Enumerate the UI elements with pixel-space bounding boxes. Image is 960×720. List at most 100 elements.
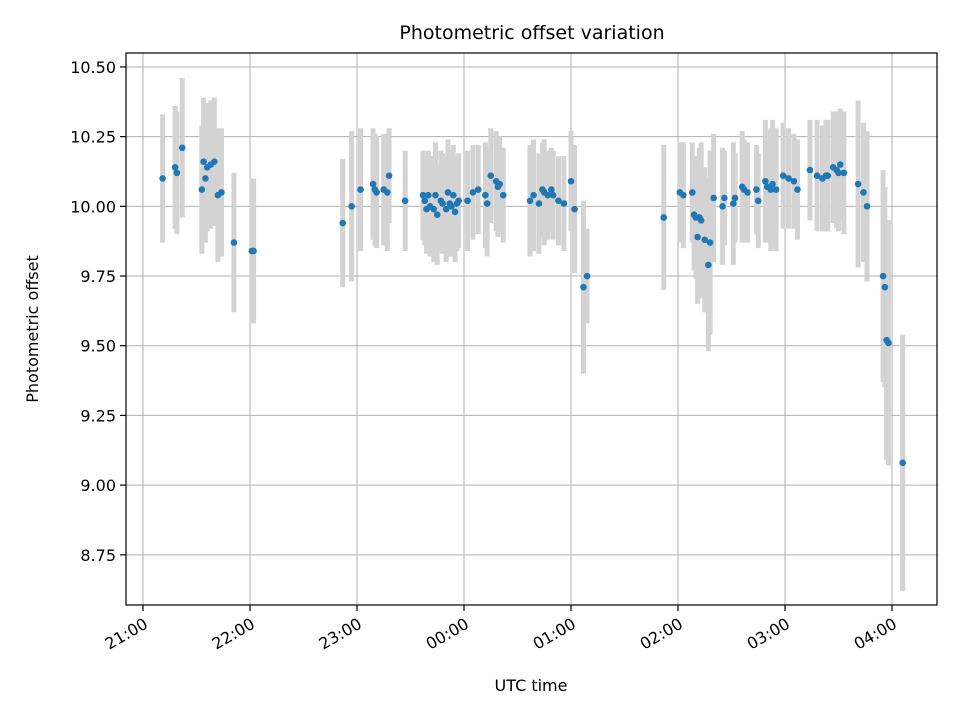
data-point — [560, 200, 568, 207]
data-point — [530, 191, 537, 199]
y-tick-label: 9.00 — [80, 476, 116, 495]
data-point — [813, 172, 821, 179]
data-point — [753, 186, 760, 193]
data-point — [218, 189, 225, 196]
data-point — [879, 272, 887, 280]
data-point — [171, 164, 179, 171]
data-point — [433, 211, 441, 218]
x-tick-label: 22:00 — [209, 614, 258, 654]
data-point — [173, 169, 181, 177]
data-point — [863, 203, 871, 210]
data-point — [860, 189, 867, 196]
data-point — [496, 180, 503, 188]
data-point — [250, 247, 257, 255]
data-point — [706, 239, 714, 246]
data-point — [719, 203, 726, 210]
y-tick-label: 10.00 — [70, 197, 116, 216]
data-point — [159, 175, 166, 182]
data-point — [660, 214, 668, 221]
data-point — [754, 197, 762, 205]
y-axis: 8.75 9.00 9.25 9.50 9.75 10.00 10.25 10.50 — [70, 58, 126, 565]
y-tick-label: 9.75 — [80, 267, 116, 286]
data-points — [159, 144, 906, 467]
data-point — [767, 186, 775, 193]
data-point — [448, 203, 455, 210]
data-point — [499, 191, 507, 199]
data-point — [794, 186, 801, 193]
data-point — [357, 186, 364, 193]
data-point — [840, 169, 848, 177]
data-point — [769, 180, 776, 188]
data-point — [899, 459, 906, 467]
data-point — [535, 200, 543, 207]
data-point — [721, 194, 728, 202]
data-point — [544, 191, 552, 199]
data-point — [697, 216, 705, 224]
data-point — [881, 283, 889, 291]
data-point — [731, 194, 739, 202]
data-point — [369, 180, 377, 188]
chart-title: Photometric offset variation — [399, 22, 664, 44]
data-point — [419, 191, 427, 199]
data-point — [806, 166, 814, 174]
x-tick-label: 01:00 — [530, 614, 579, 654]
data-point — [178, 144, 186, 152]
x-tick-label: 00:00 — [423, 614, 472, 654]
data-point — [772, 186, 780, 193]
data-point — [583, 272, 591, 280]
data-point — [729, 200, 737, 207]
data-point — [885, 339, 892, 347]
data-point — [202, 175, 209, 182]
error-bars — [160, 78, 906, 592]
x-tick-label: 03:00 — [744, 614, 793, 654]
x-axis-label: UTC time — [495, 676, 568, 695]
data-point — [701, 236, 709, 244]
data-point — [430, 205, 437, 213]
data-point — [421, 197, 429, 205]
data-point — [483, 200, 491, 207]
data-point — [425, 191, 432, 199]
x-tick-label: 02:00 — [637, 614, 686, 654]
data-point — [836, 161, 844, 168]
data-point — [230, 239, 238, 246]
data-point — [439, 200, 446, 207]
data-point — [790, 177, 798, 185]
x-tick-label: 23:00 — [316, 614, 365, 654]
data-point — [835, 169, 842, 177]
data-point — [785, 175, 792, 182]
data-point — [549, 191, 557, 199]
data-point — [469, 189, 477, 196]
data-point — [567, 177, 575, 185]
data-point — [710, 194, 717, 202]
y-tick-label: 9.25 — [80, 406, 116, 425]
data-point — [401, 197, 409, 205]
plot-frame — [125, 52, 938, 606]
data-point — [464, 197, 471, 205]
data-point — [444, 189, 452, 196]
data-point — [348, 203, 355, 210]
data-point — [384, 189, 391, 196]
data-point — [198, 186, 206, 193]
data-point — [571, 205, 578, 213]
x-axis: 21:00 22:00 23:00 00:00 01:00 02:00 03:00 04:00 — [102, 605, 900, 654]
data-point — [854, 180, 862, 188]
data-point — [474, 186, 482, 193]
data-point — [688, 189, 696, 196]
data-point — [373, 189, 380, 196]
y-tick-label: 10.25 — [70, 128, 116, 147]
x-tick-label: 21:00 — [102, 614, 151, 654]
data-point — [555, 197, 562, 205]
data-point — [455, 197, 462, 205]
data-point — [694, 233, 701, 241]
data-point — [385, 172, 393, 179]
data-point — [705, 261, 712, 269]
y-tick-label: 8.75 — [80, 546, 116, 565]
data-point — [450, 191, 457, 199]
data-point — [432, 191, 439, 199]
y-tick-label: 9.50 — [80, 337, 116, 356]
data-point — [580, 283, 587, 291]
y-tick-label: 10.50 — [70, 58, 116, 77]
data-point — [487, 172, 495, 179]
data-point — [211, 158, 218, 166]
